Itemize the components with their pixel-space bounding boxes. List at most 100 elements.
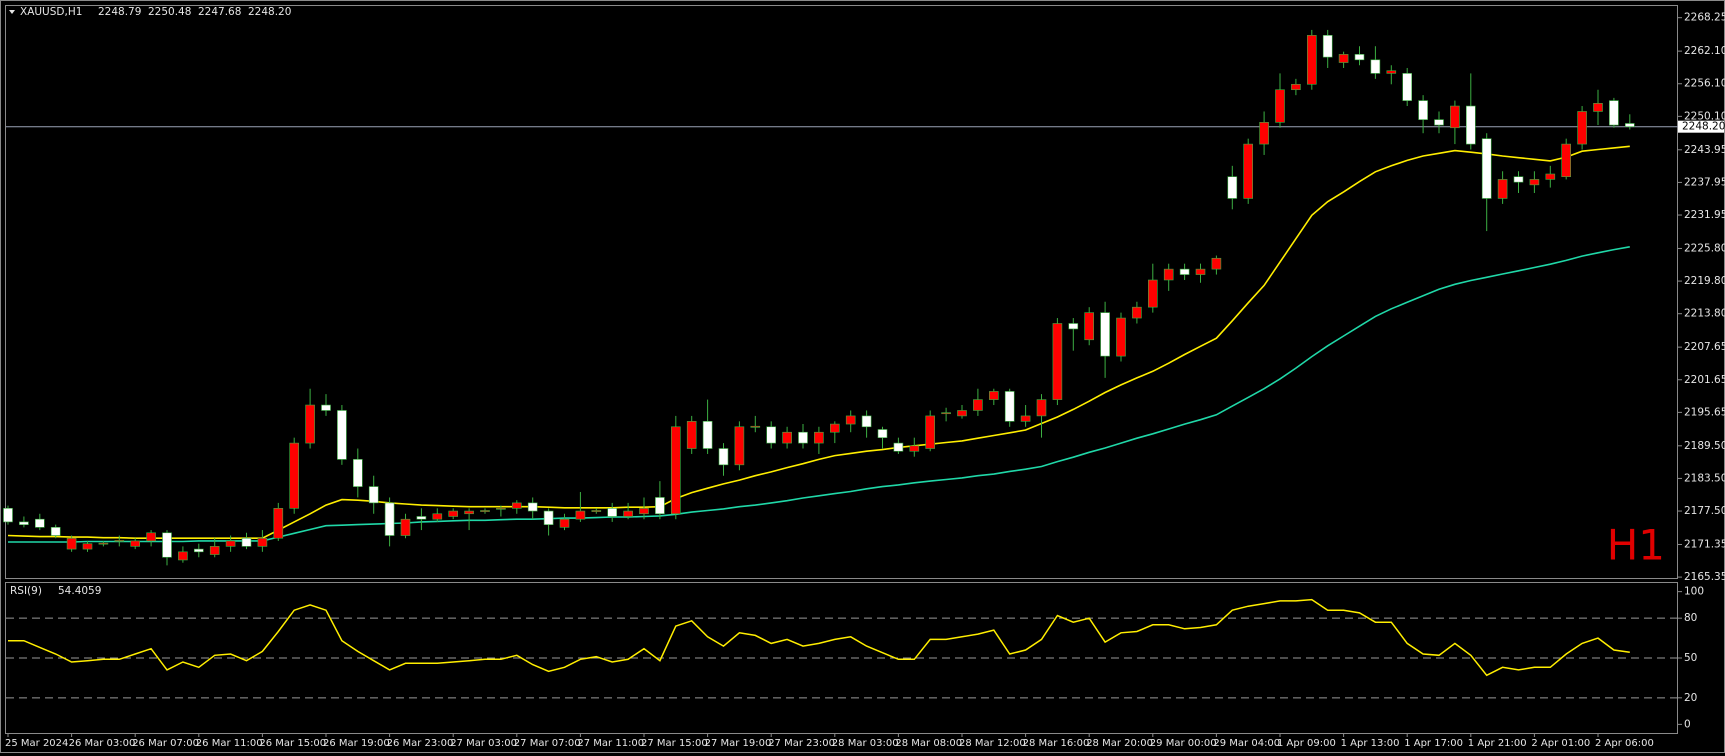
x-tick-label: 28 Mar 16:00: [1023, 738, 1090, 749]
candle-body: [178, 551, 188, 561]
y-tick-label: 2262.10: [1684, 45, 1725, 57]
candle-body: [670, 426, 681, 515]
candle-body: [575, 510, 586, 520]
x-tick-label: 29 Mar 04:00: [1213, 738, 1280, 749]
candle-body: [257, 537, 268, 547]
x-tick-label: 1 Apr 21:00: [1468, 738, 1527, 749]
x-tick-label: 28 Mar 08:00: [895, 738, 962, 749]
y-tick-label: 2183.50: [1684, 472, 1725, 484]
x-tick-label: 27 Mar 11:00: [577, 738, 644, 749]
candle-body: [400, 518, 411, 536]
x-tick-label: 26 Mar 23:00: [387, 738, 454, 749]
last-price-label: 2248.20: [1682, 121, 1725, 133]
candle-body: [368, 486, 379, 504]
rsi-tick-label: 80: [1684, 612, 1697, 624]
candle-body: [1322, 35, 1333, 58]
y-tick-label: 2189.50: [1684, 440, 1725, 452]
x-tick-label: 1 Apr 13:00: [1341, 738, 1400, 749]
header-low: 2247.68: [198, 6, 241, 18]
candle-body: [1227, 176, 1238, 199]
candle-body: [1497, 179, 1508, 199]
candle-body: [337, 410, 347, 460]
candle-body: [352, 459, 363, 487]
candle-body: [1036, 399, 1047, 417]
candle-body: [973, 399, 983, 411]
x-tick-label: 29 Mar 00:00: [1150, 738, 1217, 749]
y-tick-label: 2237.95: [1684, 176, 1725, 188]
candle-body: [988, 391, 999, 400]
candle-body: [798, 431, 808, 444]
candle-body: [639, 508, 649, 515]
x-tick-label: 2 Apr 01:00: [1531, 738, 1590, 749]
candle-body: [543, 510, 554, 525]
candle-body: [1386, 70, 1397, 74]
candle-body: [909, 445, 920, 452]
header-open: 2248.79: [98, 6, 141, 18]
candle-body: [607, 508, 618, 517]
y-tick-label: 2256.10: [1684, 78, 1725, 90]
rsi-tick-label: 0: [1684, 718, 1691, 730]
candle-body: [1545, 173, 1556, 180]
candle-body: [1132, 306, 1142, 319]
y-tick-label: 2195.65: [1684, 406, 1725, 418]
candle-body: [1259, 122, 1269, 145]
candle-body: [114, 540, 125, 542]
y-tick-label: 2268.25: [1684, 12, 1725, 24]
rsi-line: [8, 598, 1630, 677]
candle-body: [845, 415, 856, 425]
x-tick-label: 27 Mar 03:00: [450, 738, 517, 749]
candle-body: [384, 502, 395, 536]
candle-body: [241, 537, 252, 547]
candle-body: [1068, 323, 1079, 330]
candle-body: [861, 415, 872, 428]
candle-body: [1481, 138, 1492, 199]
candle-body: [273, 508, 284, 539]
candle-body: [925, 415, 936, 449]
candle-body: [750, 425, 761, 428]
candle-body: [321, 404, 331, 411]
rsi-last-value: 54.4059: [58, 585, 101, 597]
header-high: 2250.48: [148, 6, 191, 18]
x-tick-label: 26 Mar 11:00: [196, 738, 263, 749]
candle-body: [814, 431, 824, 444]
main-panel: [5, 5, 1678, 579]
rsi-title: RSI(9): [10, 585, 42, 597]
candle-body: [1179, 268, 1190, 275]
candle-body: [19, 521, 29, 525]
candle-body: [559, 518, 570, 528]
candle-body: [432, 513, 443, 520]
candle-body: [686, 421, 697, 449]
candle-body: [3, 508, 13, 523]
candle-body: [1211, 257, 1222, 270]
y-tick-label: 2171.35: [1684, 538, 1725, 550]
x-tick-label: 26 Mar 15:00: [259, 738, 326, 749]
y-tick-label: 2250.10: [1684, 110, 1725, 122]
candle-body: [1020, 415, 1031, 422]
candle-body: [877, 429, 888, 438]
candle-body: [305, 404, 315, 444]
candle-body: [1338, 54, 1349, 63]
candle-body: [130, 540, 140, 547]
candle-body: [194, 548, 204, 553]
x-tick-label: 27 Mar 19:00: [705, 738, 772, 749]
y-tick-label: 2213.80: [1684, 308, 1725, 320]
x-tick-label: 2 Apr 06:00: [1595, 738, 1654, 749]
candle-body: [957, 410, 967, 417]
y-tick-label: 2231.95: [1684, 209, 1725, 221]
candle-body: [591, 510, 602, 512]
x-tick-label: 26 Mar 19:00: [323, 738, 390, 749]
candle-body: [782, 431, 792, 444]
y-tick-label: 2207.65: [1684, 341, 1725, 353]
candle-body: [209, 546, 220, 555]
candle-body: [511, 502, 522, 509]
y-tick-label: 2225.80: [1684, 242, 1725, 254]
candle-body: [34, 518, 45, 528]
candle-body: [98, 542, 109, 545]
x-tick-label: 28 Mar 03:00: [832, 738, 899, 749]
candle-body: [1195, 268, 1206, 275]
candle-body: [496, 508, 506, 510]
candle-body: [448, 510, 459, 517]
candle-body: [480, 510, 490, 512]
candle-body: [66, 537, 77, 550]
